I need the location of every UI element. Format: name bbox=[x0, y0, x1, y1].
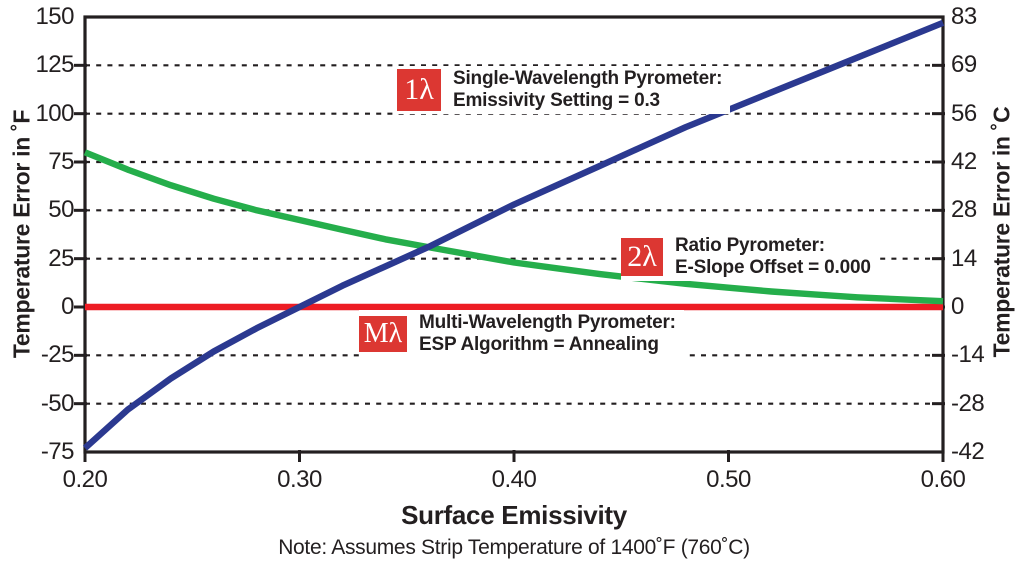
x-tick-label: 0.30 bbox=[277, 466, 322, 493]
y-left-tick-label: -75 bbox=[40, 438, 75, 465]
x-tick-label: 0.20 bbox=[62, 466, 108, 493]
y-left-tick-label: 125 bbox=[35, 51, 74, 79]
annotation-single-wavelength-text: Single-Wavelength Pyrometer: Emissivity … bbox=[453, 68, 722, 112]
x-axis-title: Surface Emissivity bbox=[401, 500, 627, 530]
annotation-line2: Emissivity Setting = 0.3 bbox=[453, 90, 660, 111]
annotation-line2: ESP Algorithm = Annealing bbox=[419, 334, 659, 355]
annotation-line2: E-Slope Offset = 0.000 bbox=[675, 257, 871, 278]
annotation-multi-wavelength: Mλ Multi-Wavelength Pyrometer: ESP Algor… bbox=[359, 310, 684, 358]
y-right-tick-label: 56 bbox=[951, 99, 977, 127]
y-right-tick-label: 42 bbox=[951, 148, 977, 175]
x-tick-label: 0.40 bbox=[491, 466, 537, 493]
plot-border bbox=[83, 15, 945, 454]
badge-m-lambda-icon: Mλ bbox=[359, 316, 407, 352]
annotation-ratio: 2λ Ratio Pyrometer: E-Slope Offset = 0.0… bbox=[621, 233, 879, 281]
annotation-line1: Single-Wavelength Pyrometer: bbox=[453, 68, 723, 89]
annotation-line1: Multi-Wavelength Pyrometer: bbox=[419, 312, 676, 333]
y-right-tick-label: 69 bbox=[951, 51, 977, 79]
y-left-tick-label: 100 bbox=[35, 99, 74, 127]
y-right-tick-label: -42 bbox=[951, 438, 985, 465]
y-left-tick-label: 0 bbox=[61, 293, 74, 320]
curve-single-wavelength bbox=[82, 19, 945, 451]
curve-ratio bbox=[83, 149, 944, 305]
x-tick-label: 0.60 bbox=[920, 466, 966, 493]
y-left-tick-label: -50 bbox=[40, 389, 75, 417]
x-tick-label: 0.50 bbox=[706, 466, 751, 493]
note-text: Note: Assumes Strip Temperature of 1400˚… bbox=[278, 536, 750, 559]
y-left-tick-label: 75 bbox=[48, 148, 74, 175]
y-left-tick-label: 25 bbox=[48, 244, 74, 272]
y-left-tick-label: 150 bbox=[35, 3, 74, 30]
y-left-tick-label: 50 bbox=[48, 196, 74, 224]
y-right-tick-label: 0 bbox=[951, 293, 964, 320]
y-right-tick-label: -14 bbox=[951, 341, 985, 369]
y-left-tick-label: -25 bbox=[40, 341, 75, 369]
badge-2-lambda-icon: 2λ bbox=[621, 238, 663, 276]
annotation-line1: Ratio Pyrometer: bbox=[675, 235, 825, 256]
annotation-multi-wavelength-text: Multi-Wavelength Pyrometer: ESP Algorith… bbox=[419, 312, 676, 356]
annotation-ratio-text: Ratio Pyrometer: E-Slope Offset = 0.000 bbox=[675, 235, 871, 279]
y-right-tick-label: 83 bbox=[951, 3, 977, 30]
y-right-tick-label: 28 bbox=[951, 196, 977, 224]
y-axis-right-title: Temperature Error in ˚C bbox=[988, 106, 1015, 358]
y-right-tick-label: -28 bbox=[951, 389, 985, 417]
y-axis-left-title: Temperature Error in ˚F bbox=[8, 109, 35, 359]
annotation-single-wavelength: 1λ Single-Wavelength Pyrometer: Emissivi… bbox=[397, 66, 731, 114]
y-right-tick-label: 14 bbox=[951, 244, 977, 272]
badge-1-lambda-icon: 1λ bbox=[397, 69, 441, 111]
